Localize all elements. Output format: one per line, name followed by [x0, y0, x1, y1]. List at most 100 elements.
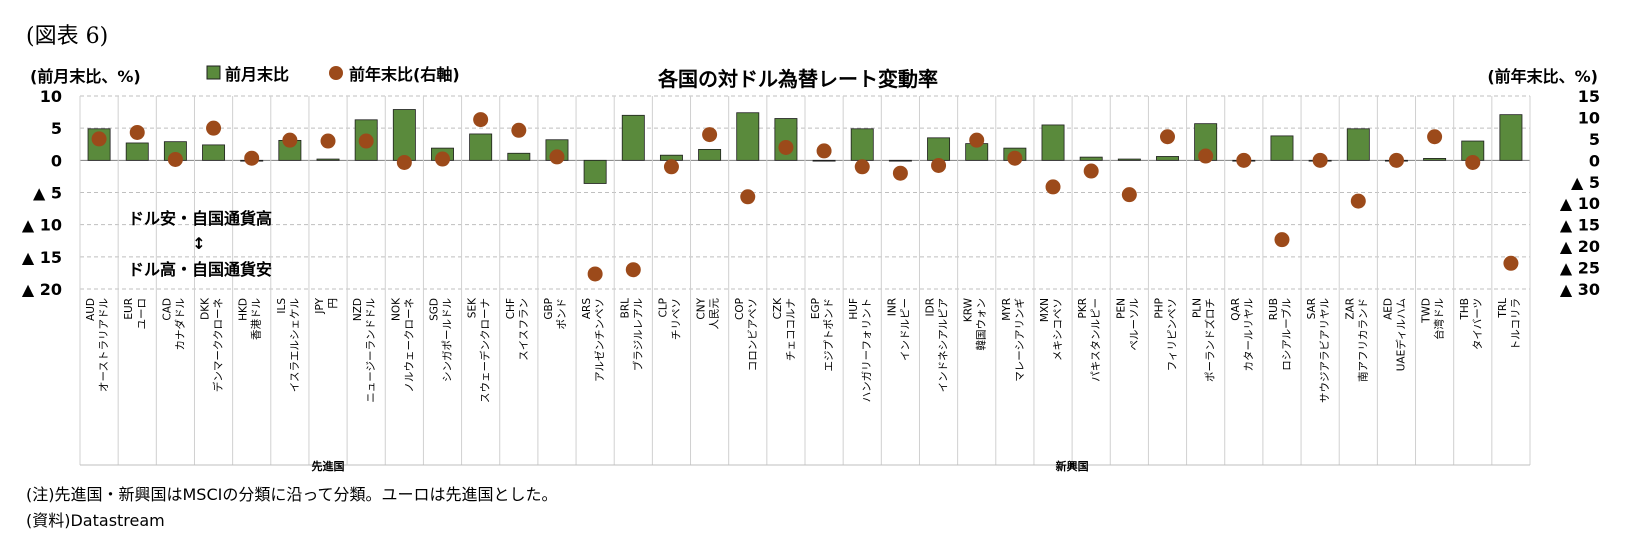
dot [740, 189, 756, 205]
category-code-label: AUD [85, 298, 97, 321]
category-code-label: MXN [1039, 298, 1051, 322]
note-text: (注)先進国・新興国はMSCIの分類に沿って分類。ユーロは先進国とした。 [26, 485, 558, 504]
category-code-label: AED [1382, 298, 1394, 320]
dot [206, 120, 222, 136]
bar [1117, 158, 1141, 161]
dot [473, 112, 489, 128]
legend: 前月末比 前年末比(右軸) [206, 65, 460, 84]
dot [1198, 148, 1214, 164]
left-tick-label: ▲ 10 [22, 216, 62, 235]
category-code-label: BRL [619, 298, 631, 318]
right-tick-label: 15 [1578, 87, 1600, 106]
category-code-label: RUB [1268, 298, 1280, 320]
right-tick-label: ▲ 15 [1560, 216, 1600, 235]
dot [625, 262, 641, 278]
category-code-label: PLN [1192, 298, 1204, 318]
bar [736, 112, 760, 161]
annotation: ドル安・自国通貨高 ↕ ドル高・自国通貨安 [128, 209, 272, 279]
bar [202, 144, 226, 161]
category-name-label: エジプトポンド [823, 298, 835, 372]
category-name-label: カタールリヤル [1243, 298, 1255, 372]
bar [316, 158, 340, 161]
category-code-label: PHP [1154, 298, 1166, 319]
right-tick-label: ▲ 5 [1571, 173, 1600, 192]
category-name-label: インドルピー [899, 298, 911, 361]
right-tick-label: ▲ 10 [1560, 194, 1600, 213]
dot [1350, 193, 1366, 209]
dot [1083, 163, 1099, 179]
category-code-label: TRL [1497, 298, 1509, 319]
bar [1156, 156, 1179, 161]
dot [1007, 150, 1023, 166]
dot [1503, 255, 1519, 271]
category-name-label: 円 [327, 298, 339, 309]
dot [702, 127, 718, 143]
category-name-label: ペルーソル [1128, 298, 1140, 351]
bar [507, 152, 531, 161]
right-tick-label: ▲ 30 [1560, 280, 1600, 299]
category-name-label: パキスタンルピー [1090, 298, 1102, 382]
dot [778, 139, 794, 155]
dot [854, 159, 870, 175]
dot [816, 143, 832, 159]
category-code-label: NZD [352, 298, 364, 321]
left-tick-label: ▲ 15 [22, 248, 62, 267]
category-name-label: メキシコペソ [1052, 298, 1064, 361]
dot [358, 133, 374, 149]
category-name-label: オーストラリアドル [98, 298, 110, 392]
category-code-label: SAR [1306, 298, 1318, 319]
right-tick-label: ▲ 25 [1560, 259, 1600, 278]
category-name-label: ロシアルーブル [1280, 298, 1293, 371]
category-code-label: PEN [1115, 298, 1127, 319]
dot [663, 159, 679, 175]
dot [892, 165, 908, 181]
category-code-label: ARS [581, 298, 593, 319]
category-code-label: JPY [314, 297, 326, 314]
bar [698, 148, 722, 161]
annotation-arrow: ↕ [192, 234, 205, 253]
left-axis-ticks: 10 5 0 ▲ 5 ▲ 10 ▲ 15 ▲ 20 [22, 87, 62, 299]
bar [850, 128, 874, 161]
dot [587, 266, 603, 282]
category-name-label: 南アフリカランド [1356, 298, 1369, 382]
category-code-label: TWD [1421, 298, 1433, 324]
category-name-label: 人民元 [709, 298, 721, 330]
chart-title: 各国の対ドル為替レート変動率 [657, 67, 938, 91]
category-code-label: INR [886, 298, 898, 316]
category-code-label: HUF [848, 298, 860, 320]
group-label: 新興国 [1056, 459, 1089, 473]
category-name-label: カナダドル [173, 298, 186, 351]
bar [812, 159, 836, 162]
category-name-label: ポンド [556, 298, 568, 330]
right-axis-ticks: 15 10 5 0 ▲ 5 ▲ 10 ▲ 15 ▲ 20 ▲ 25 ▲ 30 [1560, 87, 1600, 299]
category-name-label: 香港ドル [251, 298, 263, 340]
right-tick-label: 0 [1589, 151, 1600, 170]
dot [1312, 152, 1328, 168]
bar-series [87, 109, 1523, 184]
bar [621, 114, 645, 161]
category-code-label: PKR [1077, 298, 1089, 319]
grid [79, 95, 1531, 466]
category-name-label: マレーシアリンギ [1014, 298, 1026, 382]
dot [1236, 152, 1252, 168]
group-labels: 先進国 新興国 [312, 459, 1089, 473]
category-name-label: ユーロ [136, 298, 148, 330]
right-tick-label: ▲ 20 [1560, 237, 1600, 256]
category-name-label: チェココルナ [785, 298, 797, 361]
dot-series [91, 112, 1519, 282]
bar [125, 142, 149, 161]
category-name-label: チリペソ [670, 298, 682, 340]
category-code-label: COP [734, 298, 746, 320]
category-code-label: IDR [925, 298, 937, 316]
category-name-label: タイバーツ [1472, 298, 1484, 350]
category-code-label: CZK [772, 297, 784, 320]
category-name-label: フィリピンペソ [1167, 298, 1179, 371]
group-label: 先進国 [312, 459, 345, 473]
category-labels: AUD オーストラリアドル EUR ユーロ CAD カナダドル DKK デンマーククローネ HK… [85, 297, 1522, 403]
bar [392, 109, 416, 161]
category-code-label: QAR [1230, 298, 1242, 321]
category-name-label: ニュージーランドドル [365, 298, 377, 403]
left-tick-label: ▲ 5 [33, 184, 62, 203]
dot [1388, 152, 1404, 168]
